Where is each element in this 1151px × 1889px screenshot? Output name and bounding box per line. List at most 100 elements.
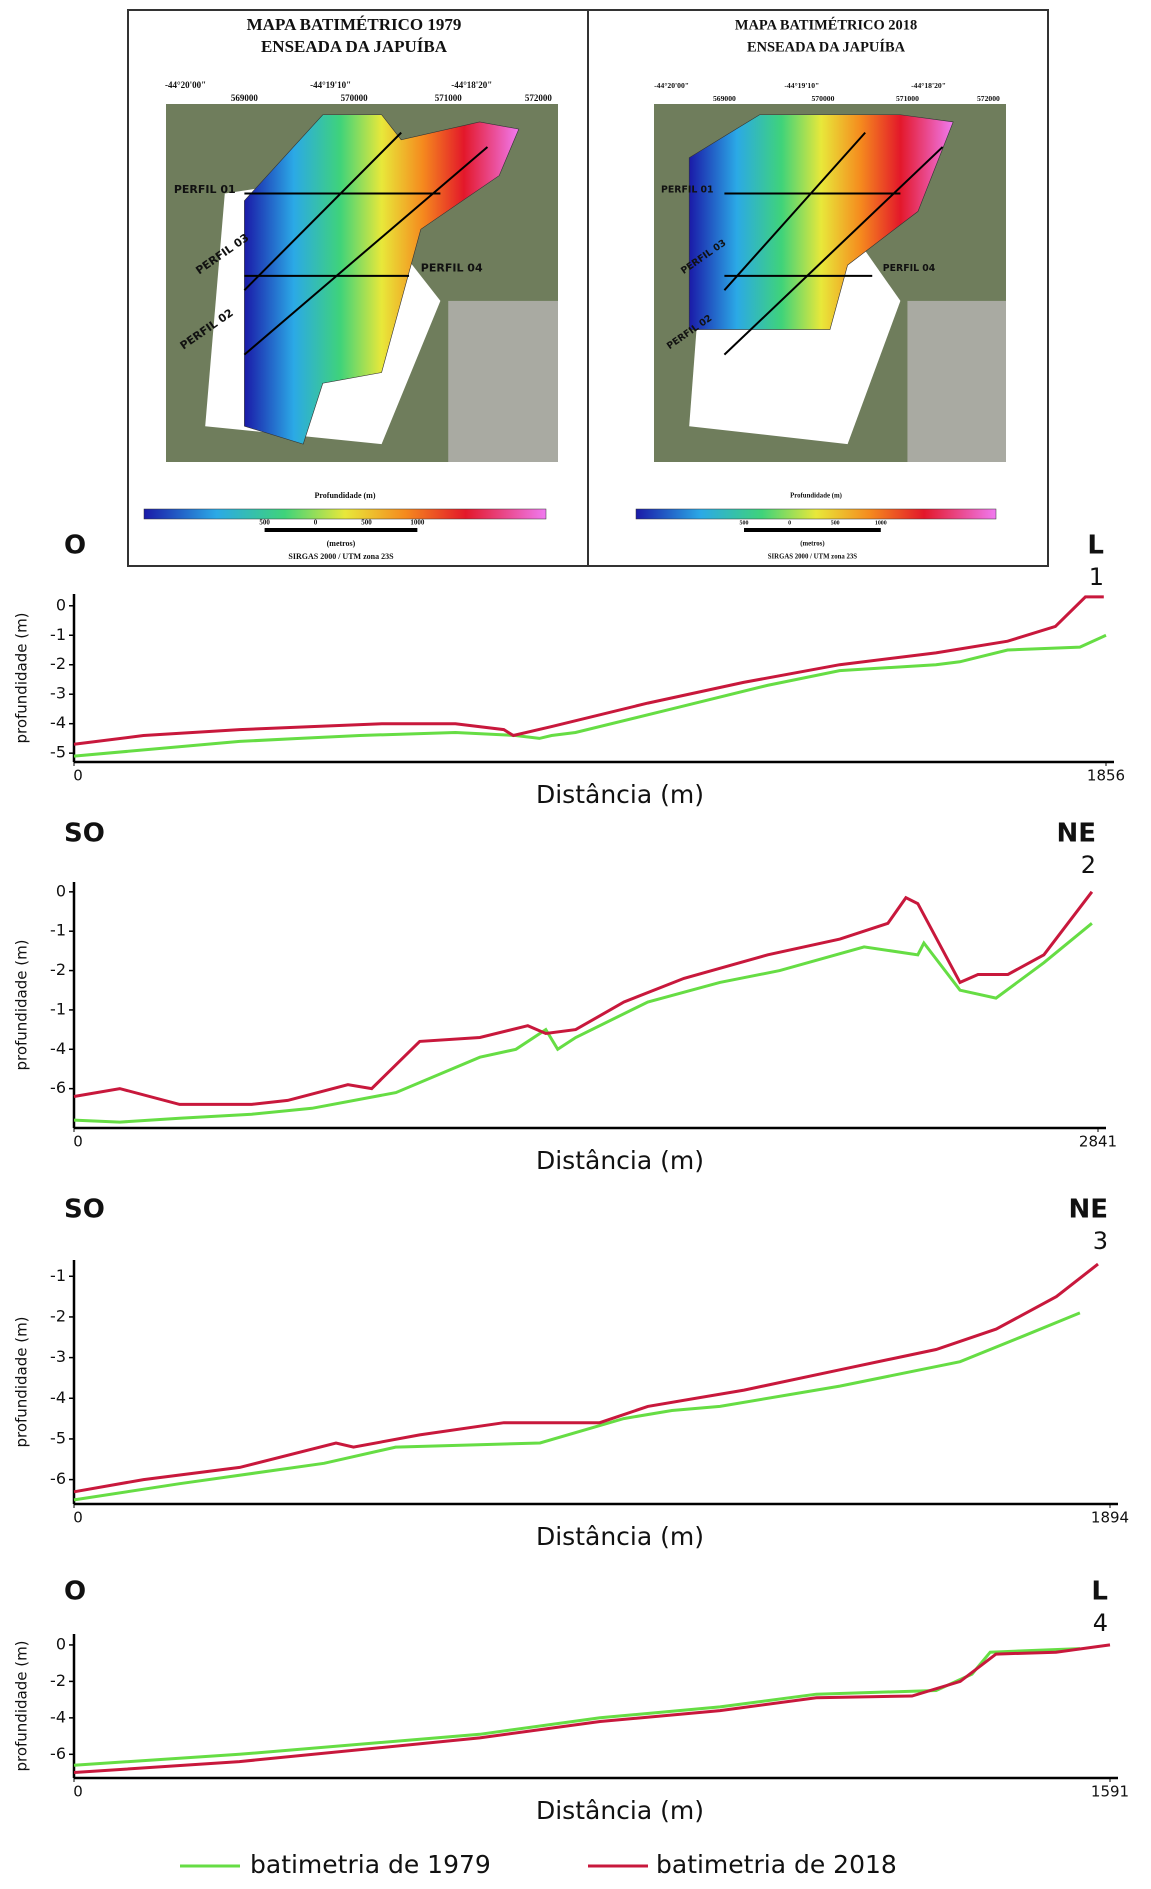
scale-label: 1000 <box>410 519 425 527</box>
scale-label: 0 <box>314 519 318 527</box>
easting-label: 571000 <box>435 93 463 103</box>
profile-line <box>74 1264 1098 1492</box>
direction-left: O <box>64 531 86 561</box>
profile-line <box>74 892 1092 1105</box>
y-tick-label: -1 <box>50 625 66 644</box>
x-tick-label: 1894 <box>1091 1509 1129 1527</box>
y-tick-label: -2 <box>50 960 66 979</box>
direction-right: NE <box>1068 1195 1108 1225</box>
y-tick-label: -2 <box>50 1671 66 1690</box>
urban-area <box>448 301 558 462</box>
color-bar <box>144 509 546 519</box>
y-axis-title: profundidade (m) <box>13 612 31 743</box>
datum: SIRGAS 2000 / UTM zona 23S <box>768 554 858 561</box>
y-tick-label: -6 <box>50 1469 66 1488</box>
map-subtitle: ENSEADA DA JAPUÍBA <box>747 38 906 55</box>
x-axis-title: Distância (m) <box>536 780 704 809</box>
y-tick-label: -5 <box>50 1428 66 1447</box>
profile-line <box>74 1645 1110 1773</box>
x-axis-title: Distância (m) <box>536 1146 704 1175</box>
y-axis-title: profundidade (m) <box>13 939 31 1070</box>
scale-label: 500 <box>361 519 372 527</box>
scale-unit: (metros) <box>800 541 824 548</box>
y-tick-label: -1 <box>50 1266 66 1285</box>
legend-label: batimetria de 1979 <box>250 1850 491 1879</box>
profile-line <box>74 1313 1080 1500</box>
y-tick-label: -3 <box>50 684 66 703</box>
urban-area <box>907 301 1006 462</box>
direction-right: L <box>1091 1577 1108 1607</box>
profile-line <box>74 597 1104 744</box>
profile-number: 2 <box>1081 851 1096 879</box>
profile-line <box>74 923 1092 1122</box>
x-tick-label: 0 <box>73 1133 83 1151</box>
profile-label: PERFIL 04 <box>883 263 936 274</box>
x-tick-label: 0 <box>73 1509 83 1527</box>
easting-label: 572000 <box>977 94 1000 103</box>
profile-label: PERFIL 01 <box>661 184 714 195</box>
legend-title: Profundidade (m) <box>790 493 842 500</box>
lon-label: -44°19'10" <box>784 81 819 90</box>
figure: MAPA BATIMÉTRICO 1979ENSEADA DA JAPUÍBAP… <box>0 0 1151 1889</box>
y-tick-label: -3 <box>50 1347 66 1366</box>
direction-left: O <box>64 1577 86 1607</box>
easting-label: 569000 <box>231 93 259 103</box>
y-tick-label: -2 <box>50 654 66 673</box>
y-tick-label: -6 <box>50 1078 66 1097</box>
color-bar <box>636 509 996 519</box>
y-axis-title: profundidade (m) <box>13 1316 31 1447</box>
lon-label: -44°20'00" <box>165 80 206 90</box>
y-tick-label: -5 <box>50 743 66 762</box>
scale-label: 1000 <box>875 520 887 526</box>
scale-bar <box>265 528 418 532</box>
map-title: MAPA BATIMÉTRICO 2018 <box>735 16 917 33</box>
y-axis-title: profundidade (m) <box>13 1640 31 1771</box>
profile-label: PERFIL 01 <box>174 183 236 196</box>
lon-label: -44°18'20" <box>911 81 946 90</box>
y-tick-label: -4 <box>50 1388 66 1407</box>
direction-right: L <box>1087 531 1104 561</box>
y-tick-label: -6 <box>50 1744 66 1763</box>
y-tick-label: -4 <box>50 1039 66 1058</box>
x-tick-label: 1591 <box>1091 1783 1129 1801</box>
profile-line <box>74 635 1106 756</box>
legend-title: Profundidade (m) <box>315 491 376 500</box>
map-subtitle: ENSEADA DA JAPUÍBA <box>261 37 448 56</box>
lon-label: -44°20'00" <box>654 81 689 90</box>
scale-label: 0 <box>788 520 791 526</box>
x-axis-title: Distância (m) <box>536 1796 704 1825</box>
direction-left: SO <box>64 1195 105 1225</box>
direction-right: NE <box>1056 819 1096 849</box>
easting-label: 572000 <box>525 93 553 103</box>
y-tick-label: -1 <box>50 921 66 940</box>
x-axis-title: Distância (m) <box>536 1522 704 1551</box>
profile-line <box>74 1649 1080 1766</box>
y-tick-label: -4 <box>50 713 66 732</box>
lon-label: -44°19'10" <box>310 80 351 90</box>
profile-number: 1 <box>1089 563 1104 591</box>
profile-number: 4 <box>1093 1609 1108 1637</box>
easting-label: 570000 <box>811 94 834 103</box>
y-tick-label: -4 <box>50 1707 66 1726</box>
scale-label: 500 <box>740 520 749 526</box>
x-tick-label: 0 <box>73 1783 83 1801</box>
y-tick-label: 0 <box>56 881 66 900</box>
direction-left: SO <box>64 819 105 849</box>
easting-label: 571000 <box>896 94 919 103</box>
y-tick-label: -2 <box>50 1306 66 1325</box>
scale-label: 500 <box>831 520 840 526</box>
profile-number: 3 <box>1093 1227 1108 1255</box>
x-tick-label: 1856 <box>1087 767 1125 785</box>
easting-label: 570000 <box>341 93 369 103</box>
scale-label: 500 <box>259 519 270 527</box>
y-tick-label: 0 <box>56 1634 66 1653</box>
x-tick-label: 2841 <box>1079 1133 1117 1151</box>
scale-bar <box>744 528 881 532</box>
lon-label: -44°18'20" <box>451 80 492 90</box>
datum: SIRGAS 2000 / UTM zona 23S <box>288 552 394 561</box>
x-tick-label: 0 <box>73 767 83 785</box>
y-tick-label: 0 <box>56 595 66 614</box>
legend-label: batimetria de 2018 <box>656 1850 897 1879</box>
profile-label: PERFIL 04 <box>421 262 483 275</box>
easting-label: 569000 <box>713 94 736 103</box>
